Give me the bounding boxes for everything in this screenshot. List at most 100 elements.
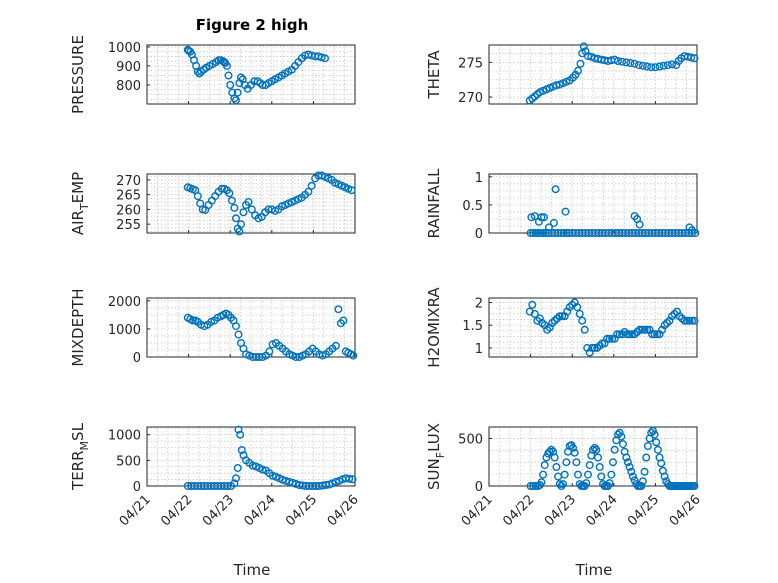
data-point: [530, 309, 539, 318]
data-point: [595, 463, 604, 472]
data-point: [607, 470, 616, 479]
data-point: [555, 480, 564, 489]
data-point: [638, 325, 647, 334]
data-point: [544, 223, 553, 232]
data-point: [650, 330, 659, 339]
data-point: [594, 453, 603, 462]
data-point: [331, 341, 340, 350]
data-point: [663, 61, 672, 70]
data-point: [618, 57, 627, 66]
data-point: [617, 432, 626, 441]
data-point: [562, 228, 571, 237]
y-tick-label: 500: [116, 454, 141, 469]
data-point: [655, 62, 664, 71]
data-point: [630, 476, 639, 485]
data-point: [317, 53, 326, 62]
data-point: [541, 228, 550, 237]
data-point: [231, 214, 240, 223]
data-point: [638, 477, 647, 486]
data-point: [265, 347, 274, 356]
data-point: [623, 330, 632, 339]
data-point: [537, 213, 546, 222]
data-point: [668, 60, 677, 69]
x-axis-label-left: Time: [233, 561, 271, 579]
data-point: [690, 316, 699, 325]
y-tick-label: 270: [116, 174, 141, 189]
data-point: [231, 96, 240, 105]
data-point: [233, 464, 242, 473]
data-point: [585, 461, 594, 470]
data-point: [638, 61, 647, 70]
data-point: [690, 54, 699, 63]
data-point: [623, 458, 632, 467]
data-point: [236, 73, 245, 82]
data-point: [223, 482, 232, 491]
axes-frame: [146, 173, 356, 234]
data-point: [539, 228, 548, 237]
axes-frame: [488, 297, 698, 358]
y-tick-label: 270: [458, 91, 483, 106]
data-point: [609, 458, 618, 467]
x-axis-label-right: Time: [575, 561, 613, 579]
data-point: [237, 446, 246, 455]
data-point: [239, 208, 248, 217]
y-axis-label-tail: EMP: [69, 172, 87, 203]
y-axis-label: PRESSURE: [69, 35, 87, 114]
y-tick-label: 255: [116, 218, 141, 233]
data-point: [559, 228, 568, 237]
data-point: [234, 330, 243, 339]
data-point: [562, 458, 571, 467]
data-point: [551, 185, 560, 194]
data-point: [554, 472, 563, 481]
data-point: [580, 325, 589, 334]
y-axis-label: H2OMIXRA: [425, 287, 443, 368]
data-point: [537, 478, 546, 487]
data-point: [547, 445, 556, 454]
data-point: [614, 57, 623, 66]
data-point: [334, 305, 343, 314]
data-point: [345, 474, 354, 483]
data-point: [572, 458, 581, 467]
data-point: [234, 425, 243, 434]
data-point: [558, 312, 567, 321]
data-point: [561, 207, 570, 216]
data-point: [349, 351, 358, 360]
y-tick-label: 2: [475, 297, 483, 312]
data-point: [248, 461, 257, 470]
data-point: [635, 325, 644, 334]
data-point: [630, 59, 639, 68]
subplot-h2omixra: 1 1.5 2 H2OMIXRA: [425, 287, 699, 368]
data-point: [557, 228, 566, 237]
data-point: [615, 428, 624, 437]
data-point: [680, 316, 689, 325]
data-point: [592, 445, 601, 454]
data-point: [569, 443, 578, 452]
data-point: [550, 453, 559, 462]
axes-frame: [146, 297, 356, 358]
data-point: [552, 463, 561, 472]
data-point: [605, 479, 614, 488]
y-axis-label: AIRTEMP: [69, 172, 91, 235]
axes-frame: [488, 426, 698, 487]
subplot-mixdepth: 0 1000 2000 MIXDEPTH: [69, 288, 358, 367]
x-tick-label: 04/24: [584, 492, 621, 529]
y-axis-label: SUNFLUX: [425, 423, 447, 490]
data-point: [549, 218, 558, 227]
subplot-rainfall: 0 0.5 1 RAINFALL: [425, 168, 700, 242]
data-point: [307, 181, 316, 190]
data-point: [605, 334, 614, 343]
data-point: [529, 228, 538, 237]
data-point: [545, 447, 554, 456]
data-point: [554, 228, 563, 237]
data-point: [643, 325, 652, 334]
data-point: [683, 316, 692, 325]
data-point: [610, 445, 619, 454]
data-point: [348, 475, 357, 484]
data-point: [236, 220, 245, 229]
subplot-sunflux: 0 500 04/21 04/22 04/23 04/24 04/25 04/26 SUNFLU…: [425, 423, 704, 529]
data-point: [659, 61, 668, 70]
y-axis-label-subscript: T: [78, 203, 91, 211]
figure-title: Figure 2 high: [196, 16, 309, 34]
data-point: [643, 442, 652, 451]
